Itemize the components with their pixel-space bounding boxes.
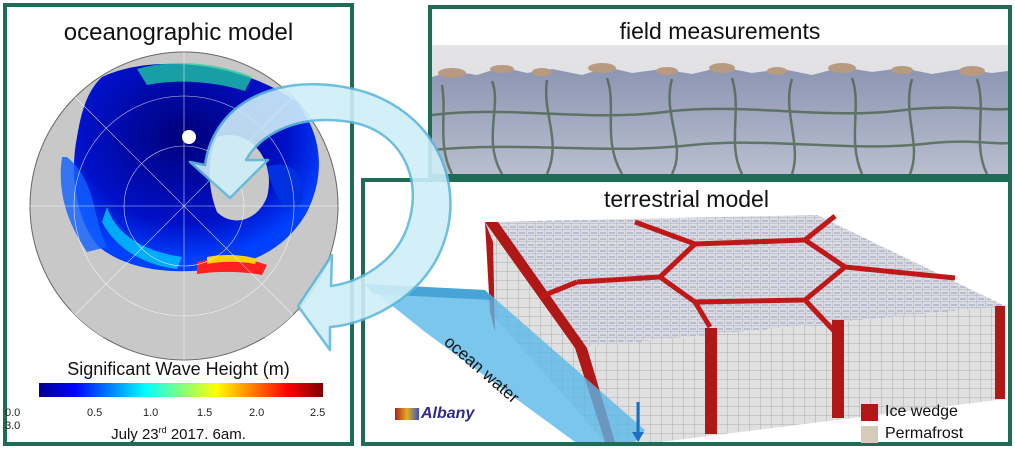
logo-mark-icon <box>395 407 419 420</box>
colorbar-tick: 0.0 <box>5 407 21 419</box>
colorbar-tick: 1.0 <box>143 407 159 419</box>
colorbar-tick: 3.0 <box>5 420 21 432</box>
colorbar-tick: 1.5 <box>197 407 213 419</box>
field-measurements-panel: field measurements <box>428 5 1012 178</box>
terrestrial-model-title: terrestrial model <box>604 186 769 212</box>
oceanographic-model-title: oceanographic model <box>63 19 294 46</box>
colorbar-tick: 2.5 <box>310 407 326 419</box>
albany-logo: Albany <box>395 405 474 423</box>
colorbar-title: Significant Wave Height (m) <box>67 359 290 379</box>
permafrost-block-model <box>365 214 1005 442</box>
oceanographic-model-panel: oceanographic model <box>3 3 354 446</box>
wave-height-colorbar <box>39 383 323 397</box>
colorbar-tick: 0.5 <box>87 407 103 419</box>
model-date: July 23rd 2017. 6am. <box>111 425 246 443</box>
colorbar-tick: 2.0 <box>249 407 265 419</box>
field-photo <box>432 45 1008 174</box>
terrestrial-model-panel: terrestrial model <box>361 178 1012 446</box>
legend-label-ice-wedge: Ice wedge <box>885 403 958 420</box>
field-measurements-title: field measurements <box>619 18 821 44</box>
legend-swatch-permafrost <box>861 426 878 443</box>
legend-label-permafrost: Permafrost <box>885 425 964 442</box>
legend-swatch-ice-wedge <box>861 404 878 421</box>
